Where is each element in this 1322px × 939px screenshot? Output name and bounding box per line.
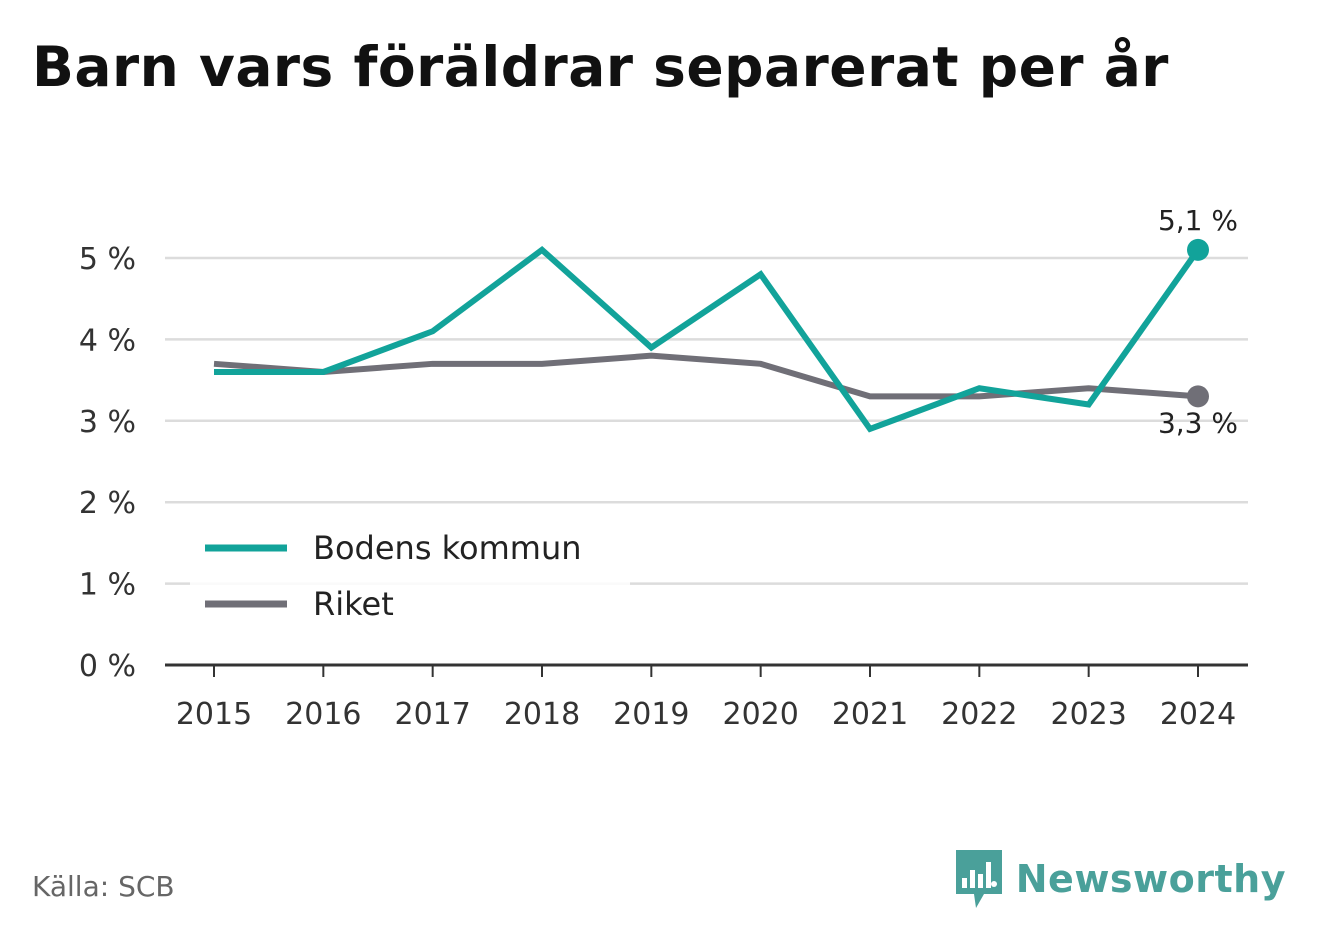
- end-label: 5,1 %: [1158, 204, 1238, 237]
- line-chart: 0 %1 %2 %3 %4 %5 % 2015 2016 2017 2018 2019 2…: [79, 204, 1248, 732]
- legend: Bodens kommun Riket: [190, 520, 630, 632]
- newsworthy-logo-icon: [955, 850, 1002, 908]
- y-tick-label: 3 %: [79, 405, 136, 440]
- y-tick-label: 2 %: [79, 486, 136, 521]
- y-tick-label: 4 %: [79, 323, 136, 358]
- x-tick-label: 2024: [1160, 697, 1236, 732]
- x-axis: 2015 2016 2017 2018 2019 2020 2021 2022 2023 2024: [165, 663, 1248, 732]
- brand-logo[interactable]: Newsworthy: [954, 848, 1286, 910]
- y-tick-label: 1 %: [79, 568, 136, 603]
- source-note: Källa: SCB: [32, 870, 175, 903]
- x-tick-label: 2021: [832, 697, 908, 732]
- y-tick-label: 0 %: [79, 649, 136, 684]
- chart-title: Barn vars föräldrar separerat per år: [32, 35, 1169, 99]
- series-line-bodens-kommun: [214, 245, 1201, 433]
- series-line-riket: [213, 352, 1199, 400]
- x-tick-label: 2023: [1050, 697, 1126, 732]
- legend-label: Bodens kommun: [313, 529, 582, 567]
- x-tick-label: 2019: [613, 697, 689, 732]
- x-tick-label: 2015: [176, 697, 252, 732]
- end-point-marker: [1187, 385, 1209, 408]
- x-tick-label: 2016: [285, 697, 361, 732]
- legend-label: Riket: [313, 585, 394, 623]
- brand-name: Newsworthy: [1015, 857, 1286, 901]
- y-tick-label: 5 %: [79, 242, 136, 277]
- series-lines: 5,1 % 3,3 %: [213, 204, 1238, 439]
- end-point-marker: [1187, 238, 1209, 261]
- x-tick-label: 2018: [504, 697, 580, 732]
- x-tick-label: 2020: [722, 697, 798, 732]
- end-label: 3,3 %: [1158, 406, 1238, 439]
- legend-background: [190, 520, 630, 632]
- x-tick-label: 2022: [941, 697, 1017, 732]
- x-tick-label: 2017: [394, 697, 470, 732]
- y-axis-tick-labels: 0 % 1 % 2 % 3 % 4 % 5 %: [79, 242, 136, 684]
